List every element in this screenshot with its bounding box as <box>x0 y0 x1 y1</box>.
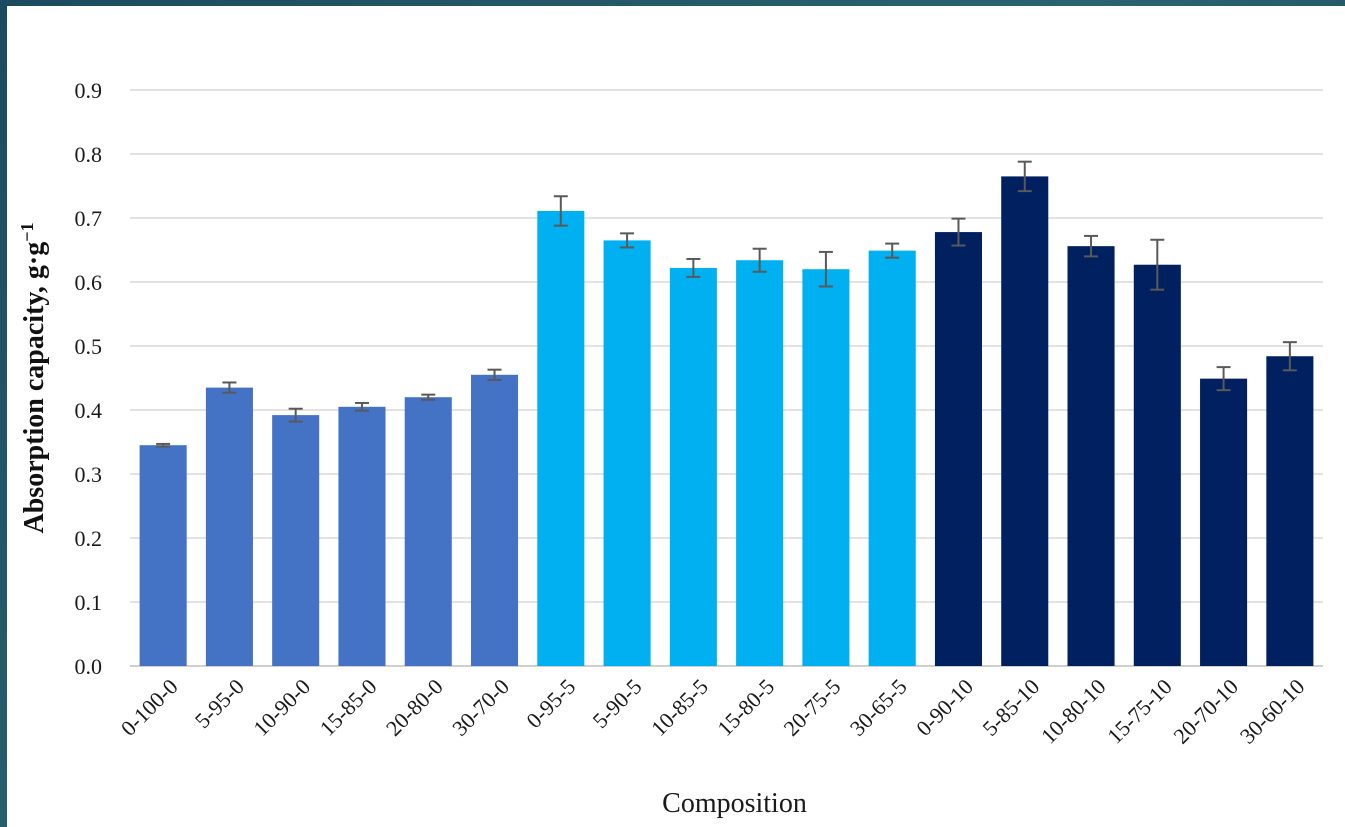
y-axis-title: Absorption capacity, g·g−1 <box>17 223 50 534</box>
y-tick-label: 0.6 <box>75 270 103 295</box>
error-bar-20-75-5 <box>818 250 833 288</box>
x-tick-label: 10-80-10 <box>1036 674 1111 749</box>
y-tick-label: 0.7 <box>75 206 103 231</box>
error-bar-0-95-5 <box>553 195 568 227</box>
y-tick-label: 0.0 <box>75 654 103 679</box>
x-tick-label: 15-75-10 <box>1102 674 1177 749</box>
bar-15-85-0 <box>338 406 386 666</box>
y-tick-label: 0.3 <box>75 462 103 487</box>
y-tick-label: 0.4 <box>75 398 103 423</box>
bar-10-85-5 <box>669 267 717 666</box>
x-tick-label: 5-90-5 <box>587 674 646 733</box>
error-bar-20-70-10 <box>1216 366 1231 392</box>
bar-20-75-5 <box>802 269 850 666</box>
bar-0-100-0 <box>139 445 187 666</box>
x-tick-label: 0-100-0 <box>116 674 183 741</box>
bar-0-90-10 <box>934 232 983 666</box>
y-tick-label: 0.5 <box>75 334 103 359</box>
x-tick-label: 30-70-0 <box>447 674 514 741</box>
error-bar-10-90-0 <box>288 407 303 423</box>
x-tick-label: 0-95-5 <box>521 674 580 733</box>
error-bar-30-60-10 <box>1282 341 1297 372</box>
x-tick-labels: 0-100-0 5-95-0 10-90-0 15-85-0 20-80-0 30-70-… <box>116 674 1310 749</box>
y-tick-label: 0.9 <box>75 78 103 103</box>
chart-panel: 0.0 0.1 0.2 0.3 0.4 0.5 0.6 0.7 0.8 0.9 0-100-0 5-… <box>7 6 1345 827</box>
error-bar-15-75-10 <box>1150 238 1165 291</box>
error-bar-0-100-0 <box>156 442 171 448</box>
bar-20-80-0 <box>404 397 452 666</box>
error-bar-10-80-10 <box>1084 234 1099 258</box>
bar-15-75-10 <box>1133 264 1181 666</box>
error-bar-5-90-5 <box>620 232 635 249</box>
error-bar-15-85-0 <box>354 401 369 412</box>
gridlines <box>130 89 1323 667</box>
bar-10-80-10 <box>1067 246 1115 666</box>
bar-5-95-0 <box>205 387 253 666</box>
x-tick-label: 15-85-0 <box>315 674 382 741</box>
bar-10-90-0 <box>272 415 320 666</box>
bar-30-65-5 <box>868 250 916 666</box>
x-tick-label: 5-95-0 <box>190 674 249 733</box>
x-tick-label: 20-80-0 <box>381 674 448 741</box>
bar-5-85-10 <box>1001 176 1049 666</box>
bar-5-90-5 <box>603 240 651 666</box>
x-tick-label: 0-90-10 <box>911 674 978 741</box>
error-bar-5-95-0 <box>222 381 237 394</box>
error-bar-5-85-10 <box>1017 160 1032 193</box>
bars <box>139 176 1314 666</box>
x-tick-label: 20-70-10 <box>1168 674 1243 749</box>
y-tick-labels: 0.0 0.1 0.2 0.3 0.4 0.5 0.6 0.7 0.8 0.9 <box>75 78 103 679</box>
x-tick-label: 10-85-5 <box>646 674 713 741</box>
bar-20-70-10 <box>1200 378 1248 666</box>
bar-15-80-5 <box>736 260 784 666</box>
bar-0-95-5 <box>537 210 585 666</box>
error-bar-30-65-5 <box>885 242 900 259</box>
error-bar-20-80-0 <box>421 393 436 401</box>
error-bar-0-90-10 <box>951 217 966 247</box>
x-tick-label: 20-75-5 <box>779 674 846 741</box>
x-tick-label: 15-80-5 <box>712 674 779 741</box>
x-axis-title: Composition <box>662 788 807 819</box>
y-tick-label: 0.8 <box>75 142 103 167</box>
error-bar-15-80-5 <box>752 247 767 273</box>
bar-chart: 0.00.10.20.30.40.50.60.70.80.9 0-100-0 5-… <box>17 78 1323 819</box>
x-tick-label: 5-85-10 <box>977 674 1044 741</box>
bar-30-60-10 <box>1266 356 1314 666</box>
x-tick-label: 30-60-10 <box>1235 674 1310 749</box>
x-tick-label: 30-65-5 <box>845 674 912 741</box>
x-tick-label: 10-90-0 <box>248 674 315 741</box>
y-tick-label: 0.2 <box>75 526 103 551</box>
error-bar-10-85-5 <box>686 257 701 278</box>
error-bar-30-70-0 <box>487 368 502 381</box>
error-bars <box>156 160 1297 448</box>
y-tick-label: 0.1 <box>75 590 103 615</box>
bar-30-70-0 <box>470 374 519 666</box>
